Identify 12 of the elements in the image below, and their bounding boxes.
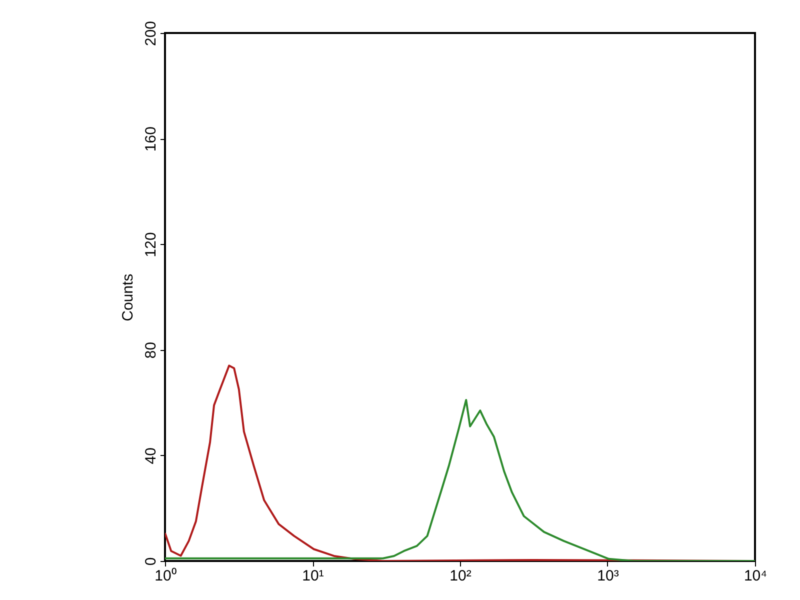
x-tick-label: 10³ [597,568,619,584]
y-axis-title: Counts [120,274,136,322]
x-tick-label: 10⁴ [744,568,768,584]
y-tick-label: 160 [142,126,160,152]
y-tick-label: 120 [142,232,160,258]
y-tick-label: 40 [142,448,160,464]
x-tick-label: 10⁰ [154,568,176,584]
x-tick-label: 10¹ [302,568,324,584]
y-tick-label: 200 [142,20,160,46]
y-tick-label: 0 [142,557,160,566]
x-tick-label: 10² [450,568,472,584]
y-tick-label: 80 [142,342,160,359]
